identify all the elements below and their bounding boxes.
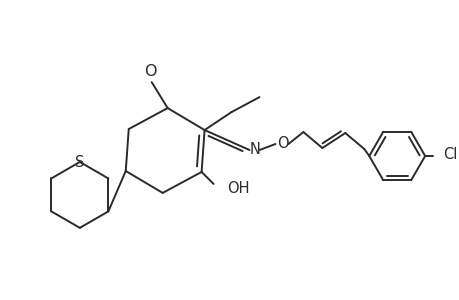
Text: S: S (75, 155, 84, 170)
Text: Cl: Cl (442, 148, 457, 163)
Text: OH: OH (227, 182, 250, 196)
Text: N: N (250, 142, 260, 157)
Text: O: O (144, 64, 157, 79)
Text: O: O (276, 136, 288, 151)
